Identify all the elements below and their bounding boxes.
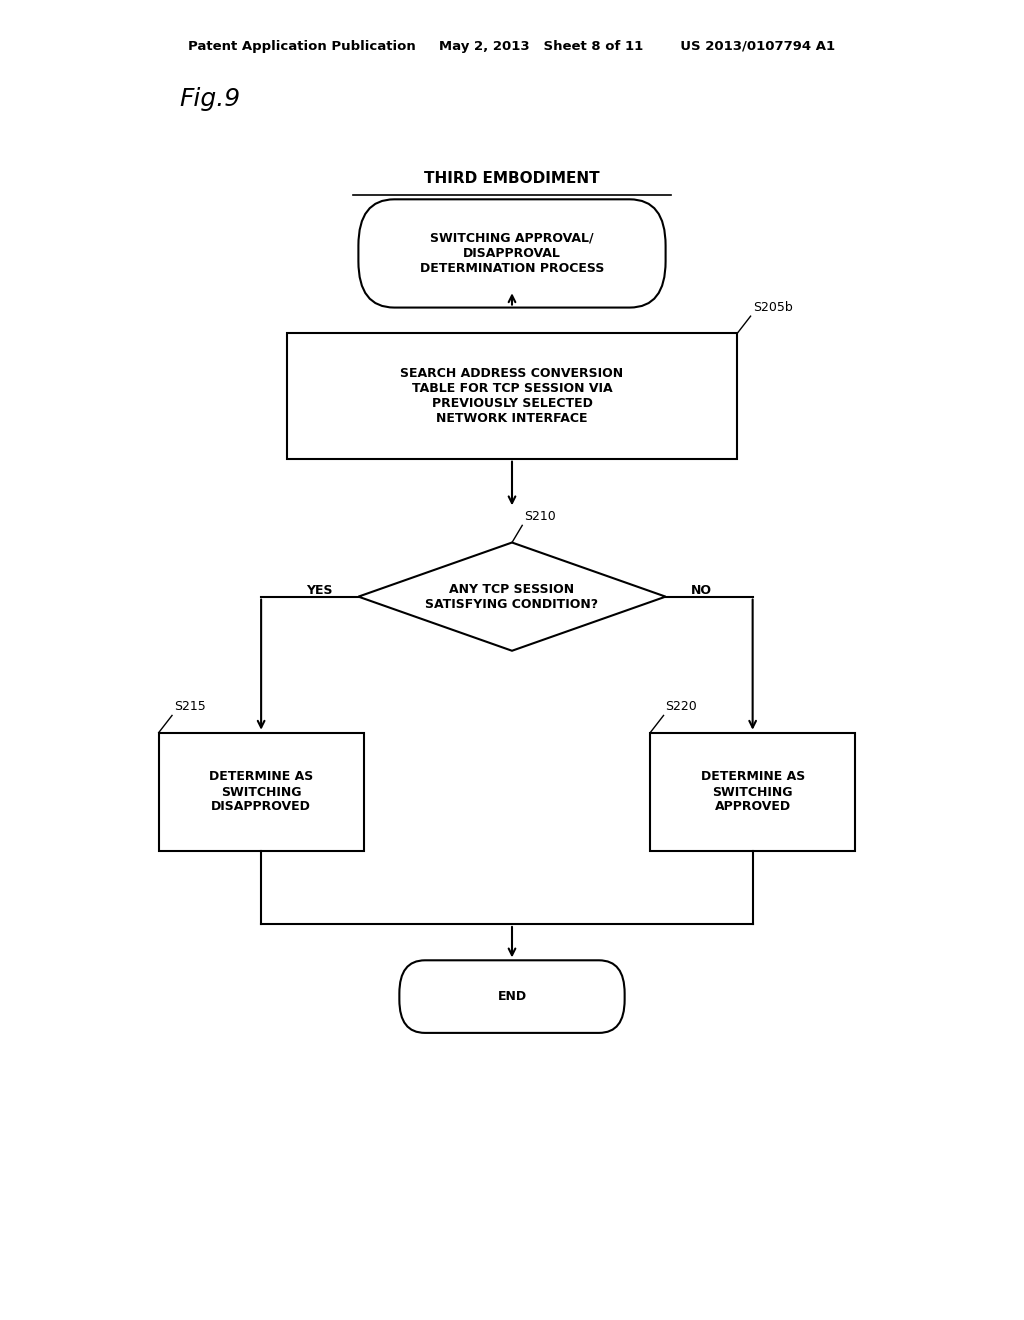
Text: S205b: S205b bbox=[753, 301, 793, 314]
Text: NO: NO bbox=[691, 583, 713, 597]
Text: SEARCH ADDRESS CONVERSION
TABLE FOR TCP SESSION VIA
PREVIOUSLY SELECTED
NETWORK : SEARCH ADDRESS CONVERSION TABLE FOR TCP … bbox=[400, 367, 624, 425]
Text: END: END bbox=[498, 990, 526, 1003]
Text: Patent Application Publication     May 2, 2013   Sheet 8 of 11        US 2013/01: Patent Application Publication May 2, 20… bbox=[188, 40, 836, 53]
Text: S220: S220 bbox=[666, 700, 697, 713]
Text: S215: S215 bbox=[174, 700, 206, 713]
FancyBboxPatch shape bbox=[399, 961, 625, 1032]
Text: SWITCHING APPROVAL/
DISAPPROVAL
DETERMINATION PROCESS: SWITCHING APPROVAL/ DISAPPROVAL DETERMIN… bbox=[420, 232, 604, 275]
Text: DETERMINE AS
SWITCHING
DISAPPROVED: DETERMINE AS SWITCHING DISAPPROVED bbox=[209, 771, 313, 813]
Bar bbox=[287, 334, 737, 459]
Text: YES: YES bbox=[306, 583, 333, 597]
Polygon shape bbox=[358, 543, 666, 651]
Text: ANY TCP SESSION
SATISFYING CONDITION?: ANY TCP SESSION SATISFYING CONDITION? bbox=[425, 582, 599, 611]
Text: Fig.9: Fig.9 bbox=[179, 87, 241, 111]
Bar bbox=[650, 733, 855, 851]
FancyBboxPatch shape bbox=[358, 199, 666, 308]
Text: DETERMINE AS
SWITCHING
APPROVED: DETERMINE AS SWITCHING APPROVED bbox=[700, 771, 805, 813]
Bar bbox=[159, 733, 364, 851]
Text: THIRD EMBODIMENT: THIRD EMBODIMENT bbox=[424, 170, 600, 186]
Text: S210: S210 bbox=[524, 510, 556, 523]
